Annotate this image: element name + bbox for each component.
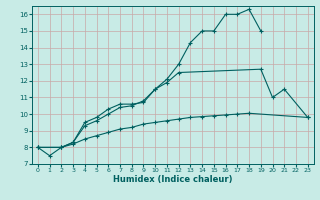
X-axis label: Humidex (Indice chaleur): Humidex (Indice chaleur) (113, 175, 233, 184)
